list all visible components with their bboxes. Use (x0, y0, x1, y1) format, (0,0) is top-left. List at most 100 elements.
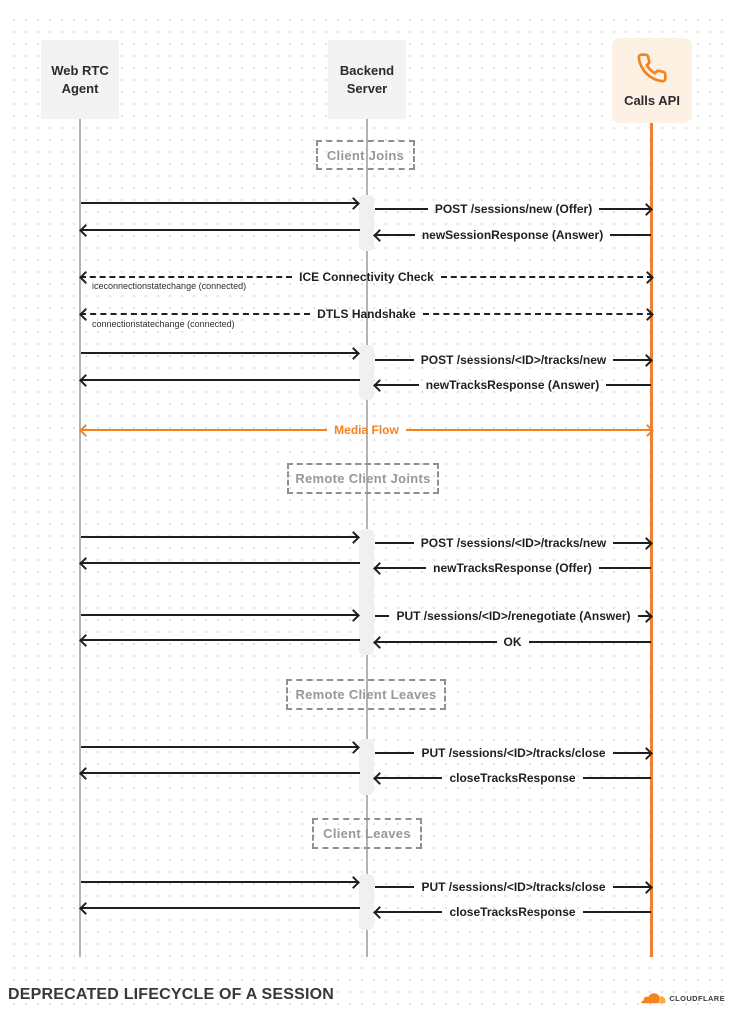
activation-bar (359, 874, 374, 930)
arrowhead-right-icon (641, 307, 654, 321)
cloudflare-wordmark: CLOUDFLARE (669, 993, 725, 1003)
arrow-calls-to-backend: closeTracksResponse (373, 770, 652, 786)
message-label: newTracksResponse (Answer) (425, 378, 600, 392)
arrow-backend-to-calls: POST /sessions/<ID>/tracks/new (375, 352, 653, 368)
diagram-title: DEPRECATED LIFECYCLE OF A SESSION (8, 986, 335, 1003)
arrow-backend-to-calls: POST /sessions/<ID>/tracks/new (375, 535, 653, 551)
phone-icon (636, 52, 668, 84)
message-label: Media Flow (334, 423, 399, 437)
arrow-agent-to-backend (81, 529, 360, 545)
event-connectionstatechange: connectionstatechange (connected) (92, 319, 235, 329)
section-client-joins: Client Joins (316, 140, 415, 170)
message-label: POST /sessions/new (Offer) (434, 202, 593, 216)
arrow-backend-to-agent (79, 222, 360, 238)
actor-label: Calls API (624, 92, 680, 108)
lifeline-web-rtc-agent (79, 119, 81, 957)
arrow-calls-to-backend: OK (373, 634, 651, 650)
arrowhead-left-icon (79, 556, 92, 570)
section-label: Remote Client Leaves (295, 687, 437, 702)
message-label: closeTracksResponse (449, 771, 576, 785)
section-label: Client Joins (326, 147, 405, 163)
arrowhead-right-icon (640, 202, 653, 216)
arrowhead-left-icon (79, 766, 92, 780)
arrowhead-right-icon (640, 536, 653, 550)
section-client-leaves: Client Leaves (312, 818, 422, 849)
arrowhead-right-icon (347, 196, 360, 210)
arrow-backend-to-calls: PUT /sessions/<ID>/tracks/close (375, 879, 653, 895)
arrowhead-left-icon (79, 270, 92, 284)
actor-label: Web RTC Agent (51, 62, 109, 96)
message-label: closeTracksResponse (449, 905, 576, 919)
arrowhead-left-icon (79, 901, 92, 915)
arrowhead-right-icon (641, 423, 654, 437)
activation-bar (359, 345, 374, 400)
arrowhead-left-icon (373, 378, 386, 392)
arrow-agent-to-backend (81, 739, 360, 755)
arrowhead-left-icon (79, 307, 92, 321)
arrow-ice-connectivity-check: ICE Connectivity Check (79, 269, 654, 285)
arrowhead-right-icon (640, 609, 653, 623)
arrow-agent-to-backend (81, 345, 360, 361)
arrowhead-right-icon (640, 746, 653, 760)
actor-backend-server: Backend Server (328, 40, 406, 119)
arrow-agent-to-backend (81, 607, 360, 623)
arrow-backend-to-calls: PUT /sessions/<ID>/renegotiate (Answer) (375, 608, 653, 624)
arrow-agent-to-backend (81, 195, 360, 211)
message-label: PUT /sessions/<ID>/renegotiate (Answer) (396, 609, 631, 623)
message-label: POST /sessions/<ID>/tracks/new (420, 353, 607, 367)
arrowhead-left-icon (79, 633, 92, 647)
arrowhead-right-icon (347, 740, 360, 754)
section-remote-client-leaves: Remote Client Leaves (286, 679, 446, 710)
arrowhead-right-icon (640, 880, 653, 894)
message-label: PUT /sessions/<ID>/tracks/close (421, 746, 606, 760)
arrowhead-left-icon (373, 561, 386, 575)
section-label: Remote Client Joints (295, 471, 431, 486)
arrow-dtls-handshake: DTLS Handshake (79, 306, 654, 322)
arrowhead-right-icon (641, 270, 654, 284)
arrow-calls-to-backend: newTracksResponse (Offer) (373, 560, 651, 576)
arrow-backend-to-calls: PUT /sessions/<ID>/tracks/close (375, 745, 653, 761)
section-remote-client-joints: Remote Client Joints (287, 463, 439, 494)
arrowhead-left-icon (373, 228, 386, 242)
arrowhead-right-icon (347, 346, 360, 360)
actor-label: Backend Server (339, 62, 395, 96)
arrowhead-right-icon (347, 530, 360, 544)
arrow-agent-to-backend (81, 874, 360, 890)
cloudflare-cloud-icon (641, 991, 666, 1005)
arrow-media-flow: Media Flow (79, 422, 654, 438)
arrow-backend-to-agent (79, 900, 360, 916)
arrow-calls-to-backend: closeTracksResponse (373, 904, 652, 920)
message-label: POST /sessions/<ID>/tracks/new (420, 536, 607, 550)
arrow-backend-to-calls: POST /sessions/new (Offer) (375, 201, 653, 217)
arrowhead-left-icon (373, 771, 386, 785)
actor-web-rtc-agent: Web RTC Agent (41, 40, 119, 119)
arrow-backend-to-agent (79, 632, 360, 648)
lifeline-calls-api (650, 122, 653, 957)
arrow-backend-to-agent (79, 765, 360, 781)
arrow-calls-to-backend: newTracksResponse (Answer) (373, 377, 651, 393)
arrowhead-right-icon (347, 608, 360, 622)
message-label: DTLS Handshake (317, 307, 416, 321)
cloudflare-logo: CLOUDFLARE (641, 991, 725, 1005)
arrowhead-left-icon (373, 905, 386, 919)
message-label: PUT /sessions/<ID>/tracks/close (421, 880, 606, 894)
message-label: ICE Connectivity Check (299, 270, 434, 284)
activation-bar (359, 195, 374, 251)
actor-calls-api: Calls API (612, 38, 692, 123)
arrow-calls-to-backend: newSessionResponse (Answer) (373, 227, 652, 243)
message-label: newTracksResponse (Offer) (433, 561, 592, 575)
arrowhead-left-icon (79, 423, 92, 437)
section-label: Client Leaves (323, 826, 411, 841)
arrowhead-left-icon (79, 223, 92, 237)
arrow-backend-to-agent (79, 372, 360, 388)
event-iceconnectionstatechange: iceconnectionstatechange (connected) (92, 281, 247, 291)
arrowhead-left-icon (79, 373, 92, 387)
message-label: newSessionResponse (Answer) (421, 228, 604, 242)
activation-bar (359, 529, 374, 655)
arrowhead-left-icon (373, 635, 386, 649)
message-label: OK (503, 635, 522, 649)
arrowhead-right-icon (347, 875, 360, 889)
arrow-backend-to-agent (79, 555, 360, 571)
activation-bar (359, 739, 374, 795)
